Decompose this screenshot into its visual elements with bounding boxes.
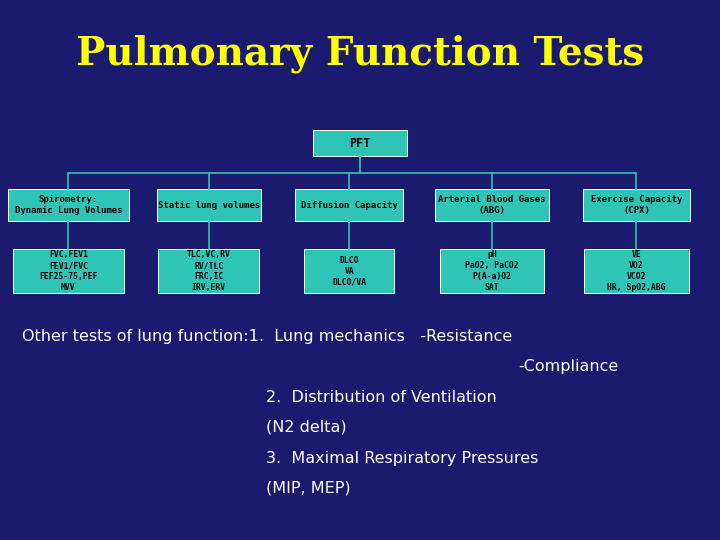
FancyBboxPatch shape [304,249,395,293]
FancyBboxPatch shape [156,189,261,221]
Text: -Compliance: -Compliance [518,359,618,374]
Text: FVC,FEV1
FEV1/FVC
FEF25-75,PEF
MVV: FVC,FEV1 FEV1/FVC FEF25-75,PEF MVV [39,251,98,292]
Text: pH
PaO2, PaCO2
P(A-a)O2
SAT: pH PaO2, PaCO2 P(A-a)O2 SAT [465,251,518,292]
Text: TLC,VC,RV
RV/TLC
FRC,IC
IRV,ERV: TLC,VC,RV RV/TLC FRC,IC IRV,ERV [187,251,230,292]
Text: DLCO
VA
DLCO/VA: DLCO VA DLCO/VA [332,256,366,286]
Text: 2.  Distribution of Ventilation: 2. Distribution of Ventilation [266,390,497,405]
Text: VE
VO2
VCO2
HR, SpO2,ABG: VE VO2 VCO2 HR, SpO2,ABG [607,251,666,292]
Text: (MIP, MEP): (MIP, MEP) [266,481,351,496]
Text: 3.  Maximal Respiratory Pressures: 3. Maximal Respiratory Pressures [266,451,539,466]
Text: (N2 delta): (N2 delta) [266,420,347,435]
Text: Pulmonary Function Tests: Pulmonary Function Tests [76,35,644,73]
FancyBboxPatch shape [295,189,403,221]
FancyBboxPatch shape [8,189,129,221]
FancyBboxPatch shape [440,249,544,293]
FancyBboxPatch shape [13,249,124,293]
FancyBboxPatch shape [435,189,549,221]
Text: Spirometry:
Dynamic Lung Volumes: Spirometry: Dynamic Lung Volumes [14,195,122,215]
Text: PFT: PFT [349,137,371,150]
Text: Exercise Capacity
(CPX): Exercise Capacity (CPX) [591,195,682,215]
Text: Static lung volumes: Static lung volumes [158,201,260,210]
Text: Arterial Blood Gases
(ABG): Arterial Blood Gases (ABG) [438,195,546,215]
FancyBboxPatch shape [583,189,690,221]
Text: Diffusion Capacity: Diffusion Capacity [301,201,397,210]
FancyBboxPatch shape [313,130,407,156]
FancyBboxPatch shape [158,249,259,293]
FancyBboxPatch shape [585,249,689,293]
Text: Other tests of lung function:1.  Lung mechanics   -Resistance: Other tests of lung function:1. Lung mec… [22,329,512,345]
